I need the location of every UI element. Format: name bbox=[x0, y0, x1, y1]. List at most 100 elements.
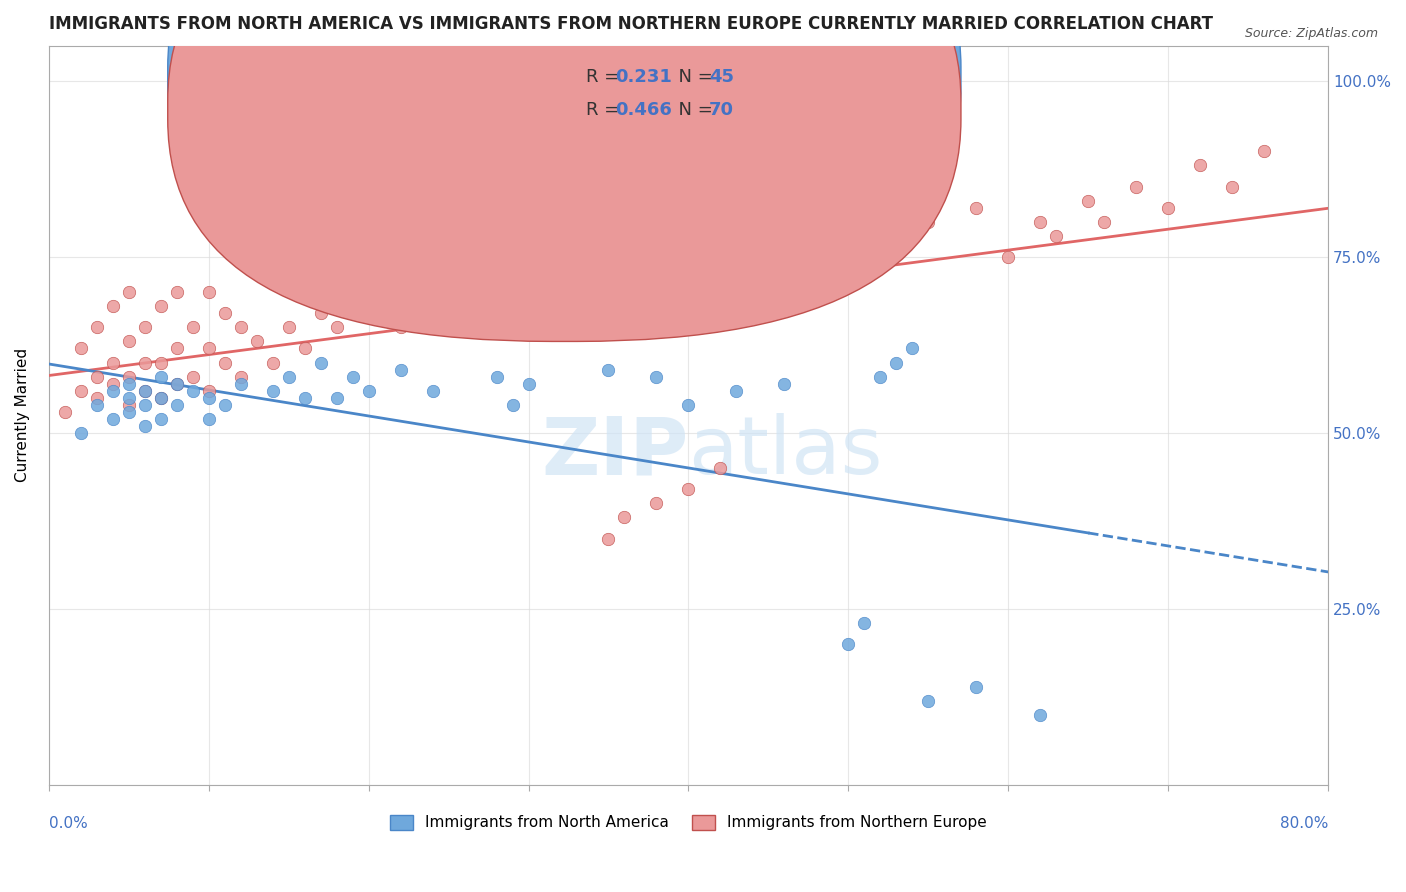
Point bbox=[645, 496, 668, 510]
Point bbox=[181, 320, 204, 334]
Point bbox=[166, 285, 188, 300]
Point bbox=[309, 306, 332, 320]
Point bbox=[357, 384, 380, 398]
Text: ZIP: ZIP bbox=[541, 413, 689, 491]
Point bbox=[229, 376, 252, 391]
Text: 0.231: 0.231 bbox=[616, 68, 672, 86]
Point bbox=[886, 355, 908, 369]
Point bbox=[389, 362, 412, 376]
Point bbox=[517, 285, 540, 300]
Point bbox=[101, 299, 124, 313]
Text: IMMIGRANTS FROM NORTH AMERICA VS IMMIGRANTS FROM NORTHERN EUROPE CURRENTLY MARRI: IMMIGRANTS FROM NORTH AMERICA VS IMMIGRA… bbox=[49, 15, 1213, 33]
Point bbox=[917, 215, 939, 229]
Point bbox=[773, 376, 796, 391]
Point bbox=[149, 391, 172, 405]
Point bbox=[134, 384, 156, 398]
Point bbox=[485, 264, 508, 278]
Point bbox=[262, 355, 284, 369]
Point bbox=[374, 271, 396, 285]
Point bbox=[325, 320, 347, 334]
Point bbox=[725, 384, 748, 398]
Point bbox=[1077, 194, 1099, 208]
Point bbox=[342, 285, 364, 300]
Point bbox=[149, 412, 172, 426]
Point bbox=[342, 369, 364, 384]
Text: Source: ZipAtlas.com: Source: ZipAtlas.com bbox=[1244, 27, 1378, 40]
Legend: Immigrants from North America, Immigrants from Northern Europe: Immigrants from North America, Immigrant… bbox=[384, 808, 993, 837]
Point bbox=[709, 461, 731, 475]
Point bbox=[181, 369, 204, 384]
Point bbox=[134, 320, 156, 334]
Point bbox=[1157, 201, 1180, 215]
Point bbox=[118, 376, 141, 391]
Point bbox=[53, 405, 76, 419]
Point bbox=[229, 320, 252, 334]
Point bbox=[118, 391, 141, 405]
Point bbox=[197, 342, 219, 356]
Point bbox=[965, 201, 987, 215]
Point bbox=[598, 532, 620, 546]
Point bbox=[965, 680, 987, 694]
Point bbox=[86, 369, 108, 384]
Point bbox=[134, 384, 156, 398]
Point bbox=[197, 412, 219, 426]
Point bbox=[166, 398, 188, 412]
Point bbox=[118, 405, 141, 419]
Y-axis label: Currently Married: Currently Married bbox=[15, 348, 30, 483]
Text: 70: 70 bbox=[709, 101, 734, 119]
Point bbox=[134, 419, 156, 434]
Point bbox=[758, 285, 780, 300]
Point bbox=[1045, 228, 1067, 243]
Point bbox=[405, 285, 427, 300]
Point bbox=[69, 342, 91, 356]
Point bbox=[1125, 179, 1147, 194]
Point bbox=[277, 320, 299, 334]
Point bbox=[1189, 158, 1212, 172]
Text: R =: R = bbox=[586, 68, 626, 86]
Point bbox=[69, 384, 91, 398]
Point bbox=[86, 320, 108, 334]
Point bbox=[149, 391, 172, 405]
Text: 0.466: 0.466 bbox=[616, 101, 672, 119]
Point bbox=[86, 398, 108, 412]
Point bbox=[294, 391, 316, 405]
Point bbox=[613, 510, 636, 524]
Text: atlas: atlas bbox=[689, 413, 883, 491]
Point bbox=[214, 306, 236, 320]
Point bbox=[1029, 707, 1052, 722]
Point bbox=[149, 299, 172, 313]
Point bbox=[101, 384, 124, 398]
Point bbox=[837, 271, 859, 285]
Point bbox=[485, 369, 508, 384]
Point bbox=[197, 391, 219, 405]
Point bbox=[294, 342, 316, 356]
Point bbox=[277, 369, 299, 384]
Point bbox=[422, 299, 444, 313]
Text: N =: N = bbox=[666, 101, 718, 119]
Point bbox=[1253, 145, 1275, 159]
Point bbox=[229, 369, 252, 384]
Point bbox=[502, 398, 524, 412]
Point bbox=[517, 376, 540, 391]
Point bbox=[678, 483, 700, 497]
Point bbox=[166, 376, 188, 391]
Point bbox=[470, 299, 492, 313]
Point bbox=[118, 369, 141, 384]
Point bbox=[101, 412, 124, 426]
Point bbox=[853, 616, 876, 631]
Point bbox=[1220, 179, 1243, 194]
Point bbox=[598, 362, 620, 376]
Point bbox=[149, 355, 172, 369]
Point bbox=[645, 369, 668, 384]
Text: N =: N = bbox=[666, 68, 718, 86]
Point bbox=[118, 285, 141, 300]
Point bbox=[550, 271, 572, 285]
Point bbox=[166, 376, 188, 391]
Point bbox=[86, 391, 108, 405]
Point bbox=[869, 369, 891, 384]
Point bbox=[357, 299, 380, 313]
Point bbox=[325, 391, 347, 405]
Point bbox=[806, 250, 828, 264]
Text: 80.0%: 80.0% bbox=[1279, 815, 1329, 830]
Point bbox=[837, 637, 859, 651]
